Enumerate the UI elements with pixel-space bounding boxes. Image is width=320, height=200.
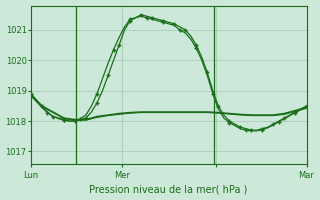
X-axis label: Pression niveau de la mer( hPa ): Pression niveau de la mer( hPa ) [90,184,248,194]
